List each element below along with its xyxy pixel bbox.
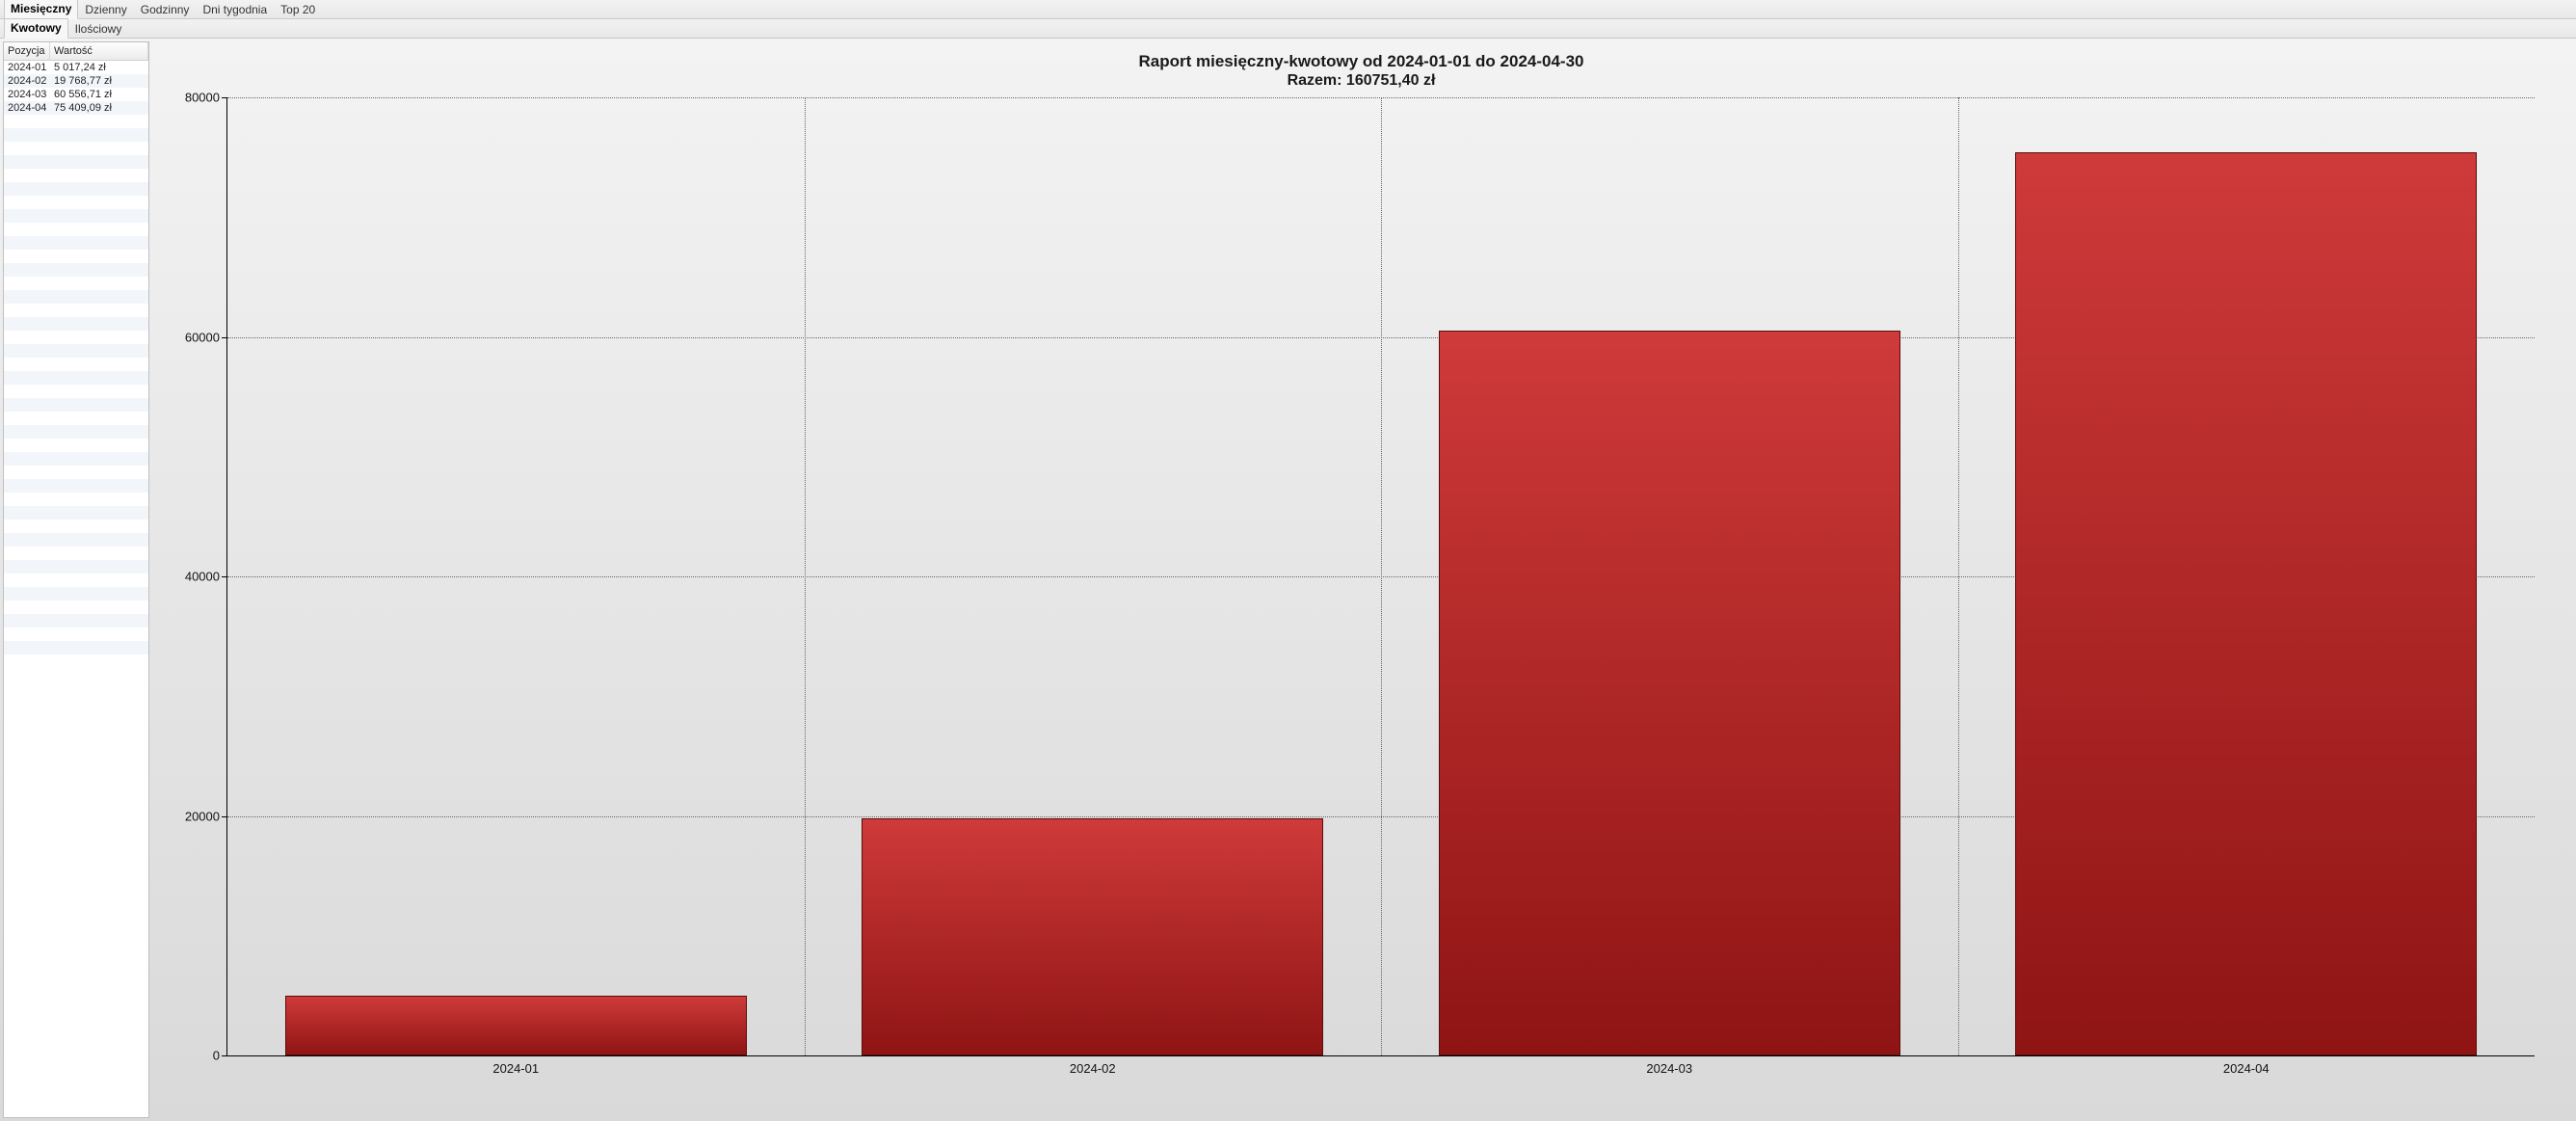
table-row-empty xyxy=(4,250,148,263)
table-row[interactable]: 2024-015 017,24 zł xyxy=(4,61,148,74)
table-row-empty xyxy=(4,142,148,155)
table-row-empty xyxy=(4,493,148,506)
table-row-empty xyxy=(4,533,148,547)
table-row-empty xyxy=(4,560,148,574)
table-row-empty xyxy=(4,425,148,439)
table-row-empty xyxy=(4,371,148,385)
table-row-empty xyxy=(4,277,148,290)
cell-pozycja: 2024-03 xyxy=(4,89,50,100)
table-row-empty xyxy=(4,115,148,128)
table-row[interactable]: 2024-0219 768,77 zł xyxy=(4,74,148,88)
ylabel: 0 xyxy=(213,1049,227,1063)
table-row-empty xyxy=(4,209,148,223)
chart-plot: 0200004000060000800002024-012024-022024-… xyxy=(226,97,2535,1078)
table-row-empty xyxy=(4,182,148,196)
table-row-empty xyxy=(4,452,148,466)
xlabel: 2024-04 xyxy=(2223,1055,2270,1076)
ylabel: 20000 xyxy=(185,809,227,823)
table-header: Pozycja Wartość xyxy=(4,42,148,61)
gridline-v xyxy=(1958,97,1959,1055)
table-row-empty xyxy=(4,385,148,398)
table-row-empty xyxy=(4,317,148,331)
table-row-empty xyxy=(4,641,148,654)
table-row-empty xyxy=(4,412,148,425)
chart-title: Raport miesięczny-kwotowy od 2024-01-01 … xyxy=(178,51,2544,72)
table-row-empty xyxy=(4,128,148,142)
plot-inner: 0200004000060000800002024-012024-022024-… xyxy=(226,97,2535,1056)
table-row-empty xyxy=(4,520,148,533)
table-row-empty xyxy=(4,344,148,358)
table-row-empty xyxy=(4,196,148,209)
data-table: Pozycja Wartość 2024-015 017,24 zł2024-0… xyxy=(3,41,149,1118)
table-row-empty xyxy=(4,304,148,317)
cell-pozycja: 2024-04 xyxy=(4,102,50,114)
bar-2024-03[interactable] xyxy=(1439,331,1900,1055)
tab-top-dzienny[interactable]: Dzienny xyxy=(78,0,133,19)
cell-wartosc: 19 768,77 zł xyxy=(50,75,148,87)
xlabel: 2024-03 xyxy=(1646,1055,1692,1076)
cell-wartosc: 5 017,24 zł xyxy=(50,62,148,73)
tab-top-godzinny[interactable]: Godzinny xyxy=(134,0,197,19)
table-row-empty xyxy=(4,290,148,304)
table-row-empty xyxy=(4,627,148,641)
col-header-pozycja[interactable]: Pozycja xyxy=(4,42,50,60)
table-row-empty xyxy=(4,506,148,520)
table-row[interactable]: 2024-0475 409,09 zł xyxy=(4,101,148,115)
table-row-empty xyxy=(4,223,148,236)
tabs-top: MiesięcznyDziennyGodzinnyDni tygodniaTop… xyxy=(0,0,2576,19)
xlabel: 2024-02 xyxy=(1070,1055,1116,1076)
bar-2024-01[interactable] xyxy=(285,996,747,1055)
table-row-empty xyxy=(4,169,148,182)
table-row-empty xyxy=(4,601,148,614)
table-row-empty xyxy=(4,574,148,587)
cell-pozycja: 2024-01 xyxy=(4,62,50,73)
table-row-empty xyxy=(4,439,148,452)
table-row-empty xyxy=(4,236,148,250)
table-row-empty xyxy=(4,547,148,560)
table-row[interactable]: 2024-0360 556,71 zł xyxy=(4,88,148,101)
ylabel: 60000 xyxy=(185,330,227,344)
table-row-empty xyxy=(4,155,148,169)
chart-area: Raport miesięczny-kwotowy od 2024-01-01 … xyxy=(149,41,2573,1118)
table-row-empty xyxy=(4,479,148,493)
tab-sub-kwotowy[interactable]: Kwotowy xyxy=(4,18,68,39)
table-rows: 2024-015 017,24 zł2024-0219 768,77 zł202… xyxy=(4,61,148,1117)
bar-2024-04[interactable] xyxy=(2015,152,2477,1055)
gridline-v xyxy=(805,97,806,1055)
table-row-empty xyxy=(4,263,148,277)
ylabel: 40000 xyxy=(185,570,227,584)
tab-sub-ilościowy[interactable]: Ilościowy xyxy=(68,19,129,39)
tab-top-miesięczny[interactable]: Miesięczny xyxy=(4,0,78,19)
tab-top-top-20[interactable]: Top 20 xyxy=(274,0,322,19)
tabs-sub: KwotowyIlościowy xyxy=(0,19,2576,39)
table-row-empty xyxy=(4,466,148,479)
app-root: MiesięcznyDziennyGodzinnyDni tygodniaTop… xyxy=(0,0,2576,1121)
cell-pozycja: 2024-02 xyxy=(4,75,50,87)
table-row-empty xyxy=(4,358,148,371)
body: Pozycja Wartość 2024-015 017,24 zł2024-0… xyxy=(0,39,2576,1121)
chart-subtitle: Razem: 160751,40 zł xyxy=(178,72,2544,90)
table-row-empty xyxy=(4,614,148,627)
cell-wartosc: 60 556,71 zł xyxy=(50,89,148,100)
ylabel: 80000 xyxy=(185,91,227,105)
col-header-wartosc[interactable]: Wartość xyxy=(50,42,148,60)
table-row-empty xyxy=(4,398,148,412)
cell-wartosc: 75 409,09 zł xyxy=(50,102,148,114)
table-row-empty xyxy=(4,587,148,601)
bar-2024-02[interactable] xyxy=(862,818,1323,1055)
gridline-v xyxy=(1381,97,1382,1055)
xlabel: 2024-01 xyxy=(492,1055,539,1076)
table-row-empty xyxy=(4,331,148,344)
tab-top-dni-tygodnia[interactable]: Dni tygodnia xyxy=(196,0,274,19)
